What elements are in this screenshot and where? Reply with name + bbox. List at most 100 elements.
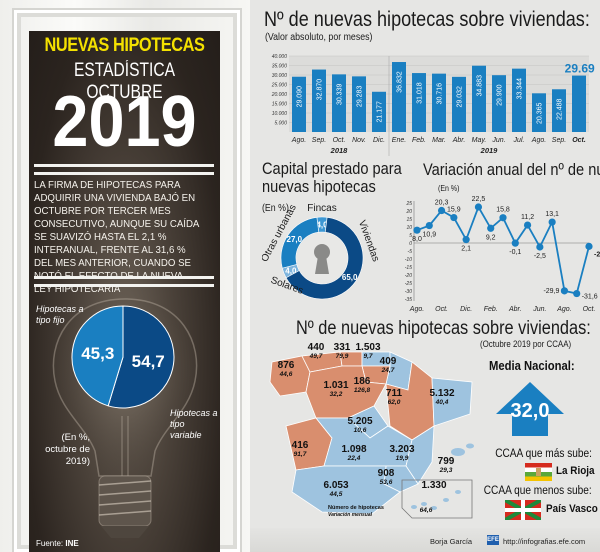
bar-value-label: 30.339 (337, 84, 344, 106)
line-point (487, 224, 495, 232)
bar (432, 73, 446, 132)
region-count-label: 3.203 (389, 444, 414, 455)
bar-value-label: 29.090 (297, 86, 304, 108)
bar-xtick-label: Jul. (513, 137, 525, 144)
map-region-baleares (466, 443, 474, 449)
map-region-canarias (421, 502, 427, 506)
line-value-label: 9,2 (486, 234, 496, 241)
line-point (437, 206, 446, 215)
bar (452, 76, 466, 132)
bar-value-label: 30.716 (437, 83, 444, 105)
region-variation-label: 91,7 (294, 451, 307, 458)
line-xtick-label: Oct. (435, 306, 448, 313)
source-url-link[interactable]: http://infografias.efe.com (503, 537, 586, 546)
region-variation-label: 10,6 (354, 427, 367, 434)
national-average-value: 32,0 (510, 400, 550, 422)
line-ytick-label: -35 (405, 297, 412, 303)
region-count-label: 1.098 (341, 444, 366, 455)
year-group-label: 2019 (480, 146, 499, 155)
line-ytick-label: -25 (405, 281, 412, 287)
national-average-label: Media Nacional: (489, 359, 575, 373)
line-value-label: 15,8 (496, 207, 510, 214)
line-point (425, 221, 433, 230)
region-variation-label: 29,3 (439, 467, 453, 474)
region-count-label: 186 (354, 376, 371, 387)
region-variation-label: 126,8 (354, 387, 371, 394)
bar-ytick-label: 30.000 (272, 73, 288, 79)
line-ytick-label: 5 (409, 233, 412, 239)
pie-label-fixed: Hipotecas a tipo fijo (36, 304, 84, 325)
map-region (431, 377, 473, 427)
capital-donut-chart: 4,065,04,027,0FincasViviendasSolaresOtra… (262, 203, 381, 300)
bar-value-label: 31.018 (417, 82, 424, 104)
region-variation-label: 19,9 (396, 455, 409, 462)
donut-unit: (En %) (262, 203, 289, 214)
bar-value-label: 29.900 (497, 84, 504, 106)
region-count-label: 799 (438, 456, 455, 467)
bar-xtick-label: Sep. (552, 137, 566, 144)
line-ytick-label: 15 (406, 217, 412, 223)
region-count-label: 711 (386, 388, 403, 399)
donut-slice (285, 216, 364, 300)
bar-xtick-label: Oct. (333, 137, 346, 144)
bar-chart-subtitle: (Valor absoluto, por meses) (265, 32, 373, 43)
divider-top-2 (34, 172, 214, 175)
line-value-label: -2,5 (534, 253, 546, 260)
line-point (474, 203, 483, 211)
line-value-label: -2,1 (594, 251, 600, 258)
region-variation-label: 32,2 (330, 391, 343, 398)
line-xtick-label: Ago. (409, 306, 424, 313)
line-ytick-label: 25 (405, 201, 412, 207)
canarias-inset-frame (401, 479, 473, 519)
bar (292, 76, 306, 132)
line-xtick-label: Abr. (508, 306, 522, 313)
line-point (536, 243, 544, 251)
donut-value-label: 4,0 (285, 266, 297, 275)
line-point (450, 213, 458, 222)
map-region-canarias (455, 490, 461, 494)
bar-xtick-label: Sep. (312, 137, 326, 144)
la-rioja-flag-icon (525, 463, 552, 481)
region-count-label: 331 (334, 342, 351, 353)
bar-value-label-highlight: 29.691 (565, 62, 595, 76)
source-credit: Fuente: INE (36, 539, 79, 548)
region-variation-label: 53,6 (380, 479, 393, 486)
pie-note: (En %, octubre de 2019) (45, 432, 90, 467)
donut-slice (280, 216, 320, 269)
least-increase-region: País Vasco (546, 503, 598, 515)
least-increase-label: CCAA que menos sube: (483, 485, 592, 497)
bar-ytick-label: 25.000 (271, 83, 288, 89)
bar-xtick-label: May. (472, 137, 487, 144)
bar-xtick-label: Feb. (412, 137, 426, 144)
line-value-label: -0,1 (509, 249, 521, 256)
donut-value-label: 4,0 (316, 221, 328, 230)
bar-value-label: 20.365 (537, 103, 544, 125)
bar-value-label: 32.870 (317, 79, 324, 101)
region-count-label: 6.053 (323, 480, 348, 491)
bar (532, 93, 546, 132)
source-name: INE (65, 539, 79, 548)
map-region (405, 425, 435, 485)
line-value-label: 20,3 (435, 200, 449, 207)
line-chart-title-1: Variación anual del nº de nuevas hipotec… (423, 160, 600, 180)
bar (552, 89, 566, 132)
map-region (291, 465, 401, 515)
region-count-label: 5.205 (347, 416, 372, 427)
divider-bottom (34, 276, 214, 279)
bar-ytick-label: 15.000 (272, 102, 288, 108)
bar-xtick-label: Nov. (352, 137, 366, 144)
region-variation-label: 44,6 (279, 371, 293, 378)
map-legend-count: Número de hipotecas (328, 505, 384, 511)
bar-value-label: 36.832 (397, 71, 404, 93)
bar (312, 69, 326, 132)
bar (492, 75, 506, 132)
monthly-bar-chart: 40.000 35.000 30.000 25.000 20.000 15.000 10.0… (271, 54, 595, 156)
efe-logo: EFE (487, 535, 499, 545)
region-variation-label: 49,7 (309, 353, 323, 360)
bar-xtick-label: Ene. (392, 137, 406, 144)
line-xtick-label: Jun. (532, 306, 546, 313)
region-variation-label: 22,4 (347, 455, 361, 462)
region-count-label: 1.330 (421, 480, 446, 491)
bar-ytick-label: 10.000 (272, 111, 288, 117)
